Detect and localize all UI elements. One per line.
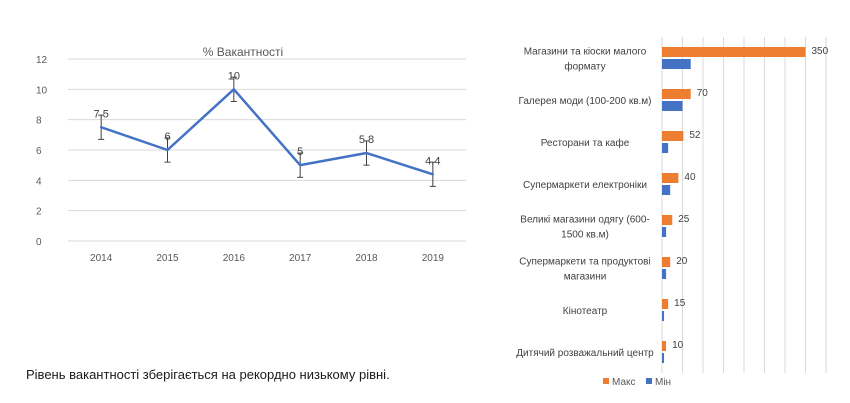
rent-bar-chart: Магазини та кіоски малого формату Галерея … [516, 37, 829, 388]
x-tick-label: 2015 [156, 253, 179, 264]
vacancy-caption: Рівень вакантності зберігається на рекор… [26, 367, 390, 382]
category-label-line: Супермаркети електроніки [523, 180, 647, 191]
bar-min [662, 269, 667, 279]
bar-value-label: 20 [676, 256, 688, 267]
y-tick-label: 4 [36, 176, 42, 187]
y-tick-label: 12 [36, 55, 48, 66]
bar-max [662, 341, 667, 351]
category-label-line: Дитячий розважальний центр [516, 348, 654, 359]
data-label: 10 [228, 70, 240, 82]
bar-value-label: 25 [678, 214, 690, 225]
y-tick-label: 10 [36, 85, 48, 96]
bar-min [662, 143, 669, 153]
bar-min [662, 227, 667, 237]
category-label-line: формату [564, 61, 605, 73]
category-label-line: 1500 кв.м) [561, 230, 609, 241]
data-label: 4.4 [425, 155, 440, 167]
category-label: Супермаркети електроніки [523, 180, 647, 191]
bar-min [662, 185, 671, 195]
x-tick-label: 2014 [90, 253, 113, 264]
category-label: Ресторани та кафе [541, 137, 630, 149]
bar-value-label: 70 [697, 88, 709, 99]
legend-min-label: Мін [655, 377, 671, 388]
data-label: 5 [297, 146, 303, 158]
bar-max [662, 131, 684, 141]
data-label: 5.8 [359, 134, 374, 146]
category-label-line: Ресторани та кафе [541, 137, 630, 149]
x-tick-label: 2017 [289, 253, 312, 264]
bar-min [662, 311, 665, 321]
legend-min-swatch [646, 378, 652, 384]
category-label: Галерея моди (100-200 кв.м) [518, 96, 651, 107]
bar-chart-legend: Макс Мін [603, 377, 671, 388]
bar-max [662, 257, 671, 267]
category-label-line: Великі магазини одягу (600- [520, 215, 649, 226]
bar-value-label: 10 [672, 340, 684, 351]
bar-value-label: 350 [812, 46, 829, 57]
x-tick-label: 2018 [355, 253, 378, 264]
bar-min [662, 353, 665, 363]
category-label: Супермаркети та продуктові магазини [519, 257, 650, 283]
category-label-line: магазини [564, 272, 607, 283]
bar-value-label: 40 [684, 172, 696, 183]
bar-max [662, 47, 806, 57]
bar-max [662, 89, 691, 99]
category-label: Кінотеатр [563, 306, 608, 317]
data-label: 6 [164, 131, 170, 143]
legend-max-label: Макс [612, 377, 636, 388]
y-tick-label: 6 [36, 146, 42, 157]
y-tick-label: 2 [36, 207, 42, 218]
category-label: Великі магазини одягу (600- 1500 кв.м) [520, 215, 649, 241]
bar-value-label: 15 [674, 298, 686, 309]
category-label: Дитячий розважальний центр [516, 348, 654, 359]
x-tick-label: 2019 [422, 253, 445, 264]
line-chart-title: % Вакантності [203, 45, 283, 59]
bar-min [662, 59, 691, 69]
bar-value-label: 52 [689, 130, 701, 141]
data-label: 7.5 [94, 108, 109, 120]
category-label: Магазини та кіоски малого формату [524, 47, 647, 73]
vacancy-line-chart: 0 2 4 6 8 10 12 2014 2015 2016 2017 2018 2019 7.5 6 1… [36, 45, 466, 264]
category-label-line: Кінотеатр [563, 306, 608, 317]
vacancy-series-line [99, 88, 435, 176]
bar-max [662, 299, 669, 309]
bar-max [662, 173, 679, 183]
legend-max-swatch [603, 378, 609, 384]
bar-max [662, 215, 673, 225]
category-label-line: Галерея моди (100-200 кв.м) [518, 96, 651, 107]
x-tick-label: 2016 [223, 253, 246, 264]
y-tick-label: 8 [36, 116, 42, 127]
category-label-line: Магазини та кіоски малого [524, 47, 647, 58]
category-label-line: Супермаркети та продуктові [519, 257, 650, 268]
bar-min [662, 101, 683, 111]
y-tick-label: 0 [36, 237, 42, 248]
